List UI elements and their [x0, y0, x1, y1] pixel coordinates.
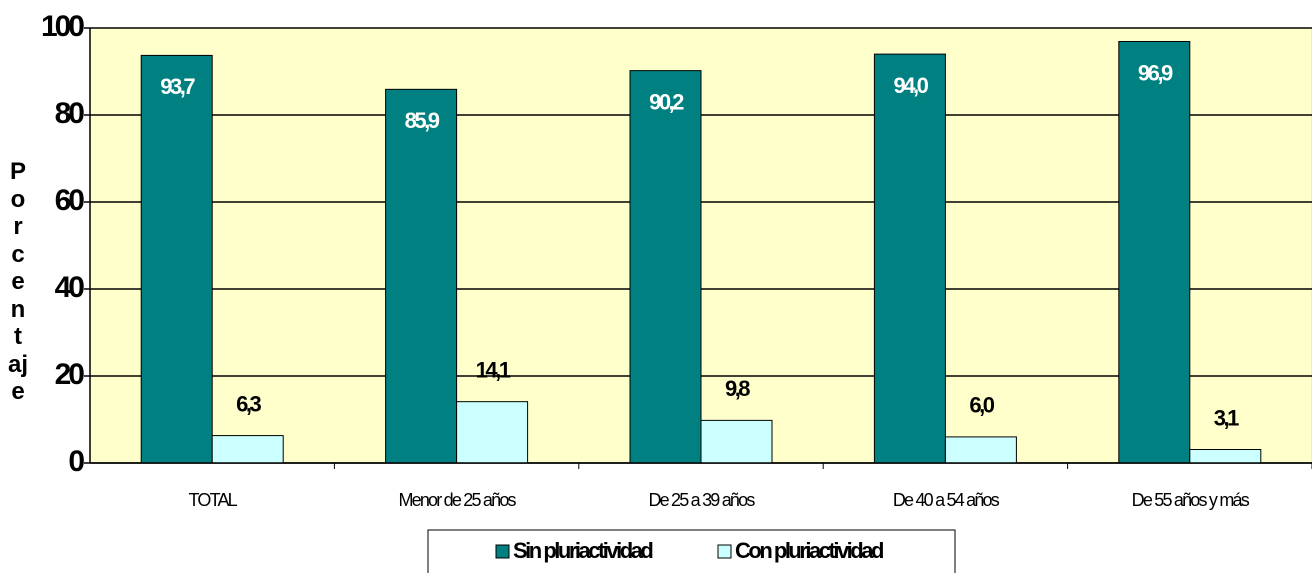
y-tick-label: 40: [55, 271, 85, 304]
bar: [456, 401, 529, 464]
bar: [211, 435, 284, 464]
legend-label: Sin pluriactividad: [513, 538, 652, 563]
y-axis-label: Porcentaje: [8, 158, 29, 405]
x-tick-label: De 40 a 54 años: [893, 490, 1000, 510]
value-label: 94,0: [893, 73, 928, 98]
bar: [629, 70, 702, 464]
legend-box: [427, 529, 956, 573]
x-tick-label: TOTAL: [189, 490, 238, 510]
bar: [944, 436, 1017, 464]
value-label: 14,1: [476, 357, 511, 382]
x-tick-label: De 55 años y más: [1132, 490, 1250, 510]
legend-swatch: [495, 544, 510, 559]
y-tick-label: 20: [55, 358, 85, 391]
x-tick-label: De 25 a 39 años: [648, 490, 755, 510]
value-label: 6,3: [236, 391, 261, 416]
value-label: 90,2: [649, 89, 684, 114]
bar: [140, 54, 213, 464]
x-tick-label: Menor de 25 años: [398, 490, 516, 510]
bar: [1118, 40, 1191, 464]
y-tick-label: 60: [55, 184, 85, 217]
bar: [700, 419, 773, 464]
bar: [1189, 449, 1262, 464]
value-label: 3,1: [1214, 405, 1239, 430]
y-tick-label: 0: [68, 445, 84, 478]
value-label: 85,9: [405, 108, 440, 133]
bar: [873, 53, 946, 464]
y-tick-label: 80: [55, 97, 85, 130]
value-label: 6,0: [969, 393, 994, 418]
bar: [385, 88, 458, 464]
value-label: 9,8: [725, 376, 750, 401]
legend-swatch: [717, 544, 732, 559]
value-label: 96,9: [1138, 60, 1173, 85]
y-tick-label: 100: [41, 10, 84, 43]
value-label: 93,7: [160, 74, 195, 99]
legend-label: Con pluriactividad: [735, 538, 883, 563]
